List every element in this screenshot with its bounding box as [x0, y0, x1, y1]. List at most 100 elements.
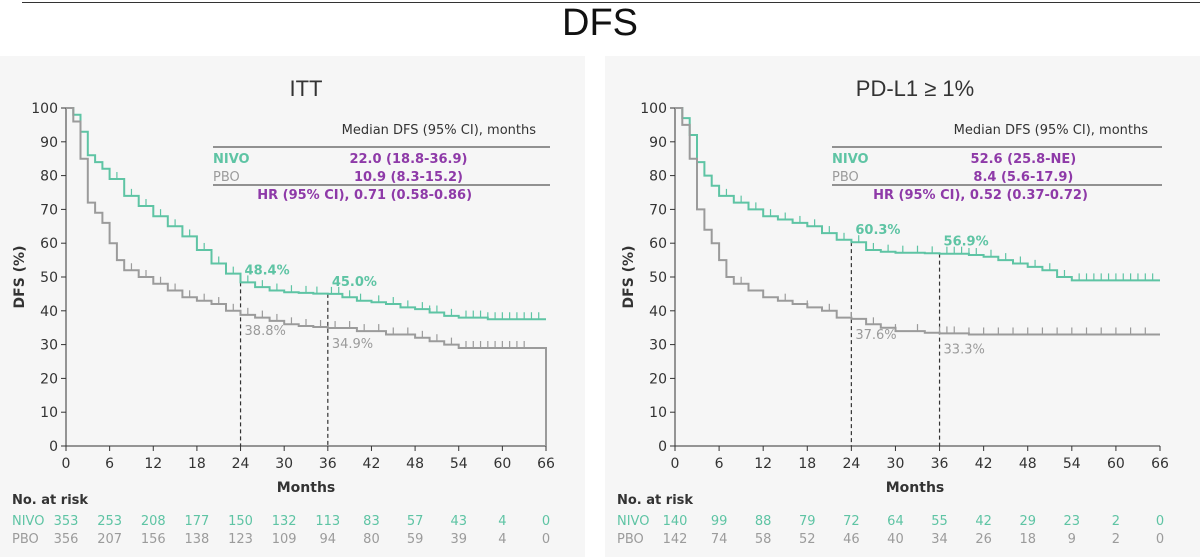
- x-axis-label: Months: [886, 480, 945, 496]
- y-tick-label: 100: [640, 101, 667, 117]
- y-tick-label: 20: [40, 371, 58, 387]
- x-tick-label: 36: [319, 456, 337, 472]
- risk-title: No. at risk: [12, 493, 88, 508]
- risk-count: 58: [755, 532, 772, 547]
- risk-count: 2: [1112, 532, 1120, 547]
- risk-count: 253: [97, 514, 122, 529]
- risk-count: 74: [711, 532, 728, 547]
- x-tick-label: 24: [842, 456, 860, 472]
- stats-arm-label: NIVO: [832, 152, 869, 167]
- stats-header: Median DFS (95% CI), months: [342, 123, 537, 138]
- risk-count: 0: [542, 514, 550, 529]
- risk-count: 80: [363, 532, 380, 547]
- y-tick-label: 30: [40, 338, 58, 354]
- y-tick-label: 70: [40, 202, 58, 218]
- x-tick-label: 48: [406, 456, 424, 472]
- x-tick-label: 60: [493, 456, 511, 472]
- stats-value: 8.4 (5.6-17.9): [973, 170, 1073, 185]
- risk-count: 83: [363, 514, 380, 529]
- panel-itt: ITT 0 10 20 30 40 50 60 70 80 90 100 0 6 12 18 24 30 36 42 4…: [0, 56, 585, 557]
- x-tick-label: 6: [715, 456, 724, 472]
- y-tick-label: 80: [649, 169, 667, 185]
- y-tick-label: 0: [658, 439, 667, 455]
- stats-header: Median DFS (95% CI), months: [954, 123, 1149, 138]
- series-line-pbo: [66, 107, 547, 446]
- x-tick-label: 48: [1019, 456, 1037, 472]
- risk-row-label: NIVO: [617, 514, 649, 529]
- x-tick-label: 54: [450, 456, 468, 472]
- y-axis-label: DFS (%): [12, 246, 28, 309]
- risk-count: 109: [272, 532, 297, 547]
- risk-count: 57: [407, 514, 424, 529]
- x-tick-label: 54: [1063, 456, 1081, 472]
- risk-count: 59: [407, 532, 424, 547]
- x-tick-label: 6: [105, 456, 114, 472]
- landmark-label-nivo: 56.9%: [944, 235, 989, 250]
- risk-count: 18: [1019, 532, 1036, 547]
- y-tick-label: 40: [649, 304, 667, 320]
- x-tick-label: 30: [275, 456, 293, 472]
- x-tick-label: 36: [931, 456, 949, 472]
- stats-value: 22.0 (18.8-36.9): [349, 152, 467, 167]
- risk-count: 150: [228, 514, 253, 529]
- stats-arm-label: PBO: [213, 170, 240, 185]
- y-tick-label: 10: [40, 405, 58, 421]
- risk-count: 39: [450, 532, 467, 547]
- risk-count: 46: [843, 532, 860, 547]
- risk-count: 0: [1156, 514, 1164, 529]
- x-axis-label: Months: [277, 480, 336, 496]
- risk-count: 113: [315, 514, 340, 529]
- y-tick-label: 100: [31, 101, 58, 117]
- risk-count: 40: [887, 532, 904, 547]
- x-tick-label: 66: [1151, 456, 1169, 472]
- stats-value: 10.9 (8.3-15.2): [354, 170, 463, 185]
- x-tick-label: 18: [188, 456, 206, 472]
- risk-count: 353: [54, 514, 79, 529]
- stats-arm-label: NIVO: [213, 152, 250, 167]
- y-tick-label: 60: [40, 236, 58, 252]
- hr-text: HR (95% CI), 0.71 (0.58-0.86): [257, 188, 472, 203]
- x-tick-label: 42: [363, 456, 381, 472]
- y-tick-label: 10: [649, 405, 667, 421]
- risk-count: 34: [931, 532, 948, 547]
- risk-title: No. at risk: [617, 493, 693, 508]
- x-tick-label: 12: [754, 456, 772, 472]
- y-tick-label: 50: [649, 270, 667, 286]
- risk-count: 177: [184, 514, 209, 529]
- y-tick-label: 40: [40, 304, 58, 320]
- panel-pdl1: PD-L1 ≥ 1% 0 10 20 30 40 50 60 70 80 90 100 0 6 12 18 24…: [605, 56, 1200, 557]
- risk-count: 123: [228, 532, 253, 547]
- x-tick-label: 0: [671, 456, 680, 472]
- x-tick-label: 30: [887, 456, 905, 472]
- landmark-label-nivo: 48.4%: [245, 263, 290, 278]
- risk-count: 55: [931, 514, 948, 529]
- risk-count: 79: [799, 514, 816, 529]
- risk-count: 2: [1112, 514, 1120, 529]
- landmark-label-pbo: 38.8%: [245, 324, 286, 339]
- risk-count: 4: [498, 514, 506, 529]
- y-tick-label: 90: [40, 135, 58, 151]
- y-tick-label: 50: [40, 270, 58, 286]
- y-tick-label: 80: [40, 169, 58, 185]
- risk-count: 356: [54, 532, 79, 547]
- risk-count: 64: [887, 514, 904, 529]
- landmark-label-nivo: 60.3%: [855, 223, 900, 238]
- risk-count: 0: [1156, 532, 1164, 547]
- risk-count: 140: [663, 514, 688, 529]
- risk-count: 0: [542, 532, 550, 547]
- stats-value: 52.6 (25.8-NE): [971, 152, 1077, 167]
- risk-count: 132: [272, 514, 297, 529]
- stats-arm-label: PBO: [832, 170, 859, 185]
- y-tick-label: 20: [649, 371, 667, 387]
- landmark-label-nivo: 45.0%: [332, 275, 377, 290]
- y-tick-label: 0: [49, 439, 58, 455]
- risk-count: 43: [450, 514, 467, 529]
- risk-count: 9: [1068, 532, 1076, 547]
- risk-count: 26: [975, 532, 992, 547]
- x-tick-label: 24: [232, 456, 250, 472]
- x-tick-label: 60: [1107, 456, 1125, 472]
- y-tick-label: 70: [649, 202, 667, 218]
- x-tick-label: 42: [975, 456, 993, 472]
- risk-count: 99: [711, 514, 728, 529]
